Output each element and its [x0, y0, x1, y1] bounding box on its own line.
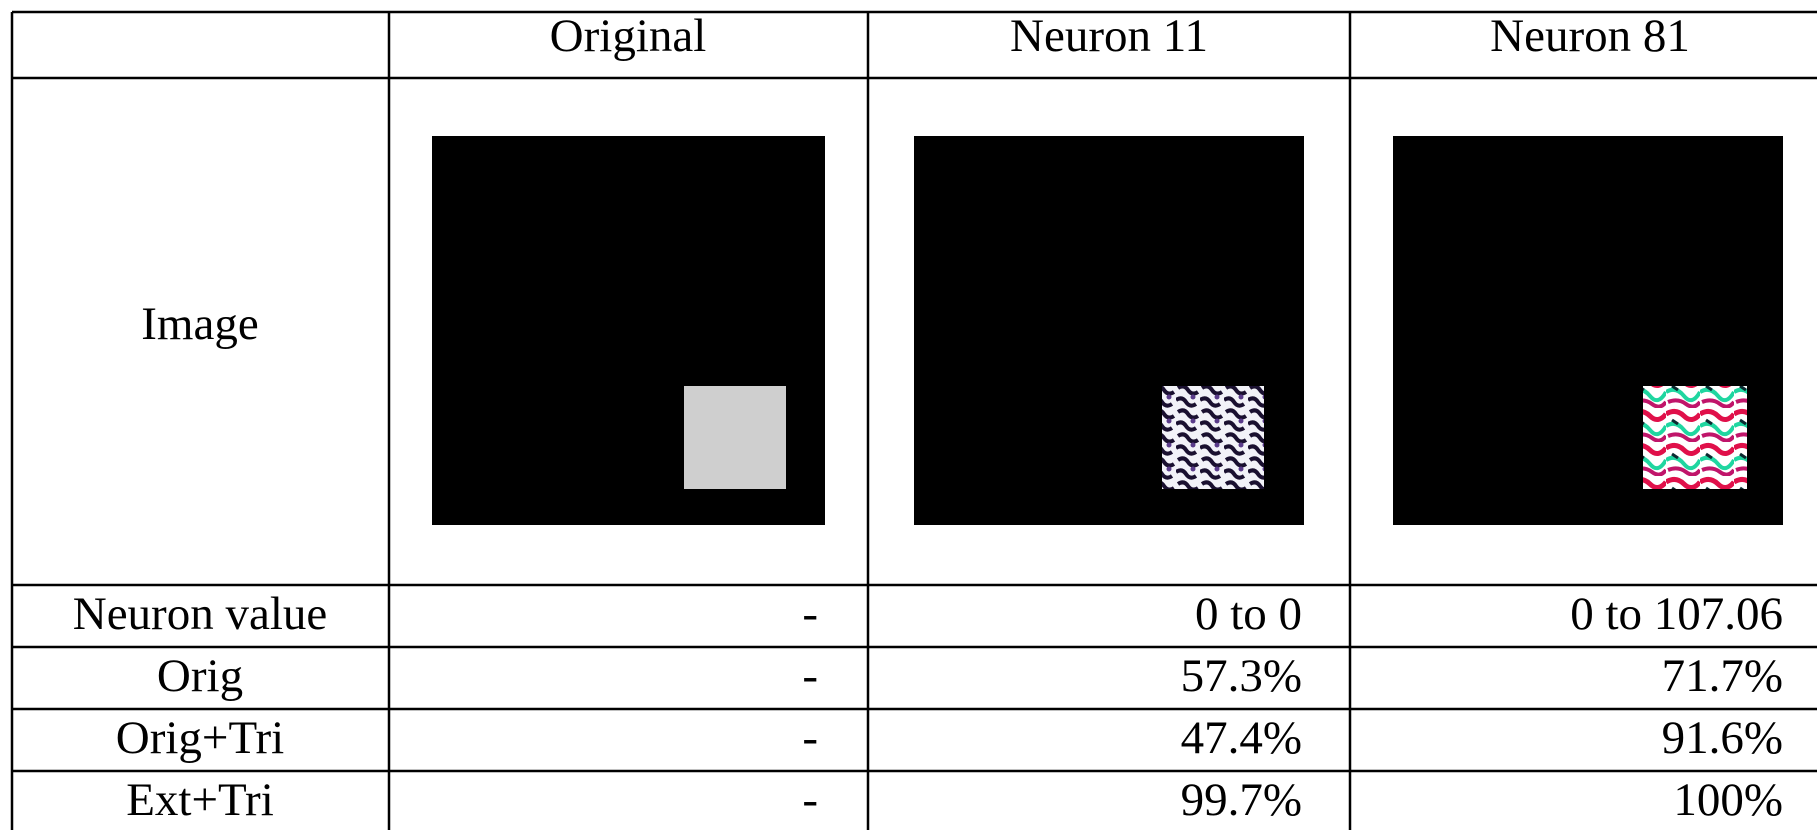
- column-header: Original: [550, 10, 707, 62]
- column-header: Neuron 81: [1490, 10, 1690, 62]
- cell-value: -: [802, 712, 818, 764]
- cell-value: 100%: [1673, 774, 1783, 826]
- results-table: Original Neuron 11 Neuron 81 Image Neuro…: [0, 0, 1817, 830]
- neuron-81-image: [1393, 136, 1783, 525]
- row-label: Ext+Tri: [126, 774, 274, 826]
- cell-value: 71.7%: [1662, 650, 1783, 702]
- column-header: Neuron 11: [1010, 10, 1208, 62]
- cell-value: -: [802, 774, 818, 826]
- row-label: Image: [141, 298, 258, 350]
- cell-value: 0 to 0: [1195, 588, 1302, 640]
- cell-value: 47.4%: [1181, 712, 1302, 764]
- cell-value: 99.7%: [1181, 774, 1302, 826]
- cell-value: -: [802, 588, 818, 640]
- cell-value: 0 to 107.06: [1570, 588, 1783, 640]
- cell-value: -: [802, 650, 818, 702]
- cell-value: 57.3%: [1181, 650, 1302, 702]
- original-image: [432, 136, 825, 525]
- neuron-11-image: [914, 136, 1304, 525]
- row-label: Orig: [157, 650, 243, 702]
- row-label: Orig+Tri: [116, 712, 284, 764]
- table-body: Neuron value - 0 to 0 0 to 107.06 Orig - 57.3%…: [73, 588, 1783, 826]
- cell-value: 91.6%: [1662, 712, 1783, 764]
- row-label: Neuron value: [73, 588, 327, 640]
